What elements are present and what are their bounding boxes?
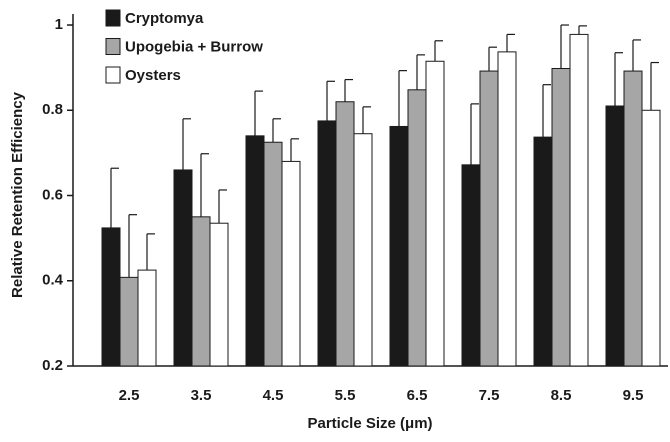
bar [353, 133, 373, 367]
legend-swatch [105, 9, 121, 27]
bar [191, 216, 211, 367]
y-tick-label: 0.2 [42, 357, 63, 374]
x-tick-label: 8.5 [551, 387, 572, 404]
legend-label: Upogebia + Burrow [125, 38, 263, 55]
bar [605, 105, 625, 367]
bar [389, 125, 409, 367]
x-tick-label: 4.5 [263, 387, 284, 404]
legend-swatch [105, 66, 121, 84]
x-axis-title: Particle Size (μm) [307, 415, 432, 432]
bar [173, 169, 193, 367]
bar [137, 269, 157, 367]
bar [425, 60, 445, 367]
x-tick-label: 5.5 [335, 387, 356, 404]
x-tick-label: 6.5 [407, 387, 428, 404]
y-tick-label: 0.4 [42, 272, 64, 289]
bar [335, 101, 355, 367]
y-axis-title: Relative Retention Efficiency [9, 91, 26, 298]
bar [317, 120, 337, 367]
y-tick-label: 0.8 [42, 101, 63, 118]
x-tick-label: 7.5 [479, 387, 500, 404]
bar [551, 67, 571, 367]
legend-label: Cryptomya [125, 10, 204, 27]
legend-swatch [105, 38, 121, 55]
bar [497, 51, 517, 367]
bar [641, 109, 661, 367]
bar [407, 89, 427, 367]
bar [533, 136, 553, 367]
y-tick-label: 0.6 [42, 186, 63, 203]
legend-label: Oysters [125, 67, 181, 84]
bar [119, 276, 139, 367]
bar [245, 135, 265, 367]
bar [209, 222, 229, 367]
bar [479, 70, 499, 367]
bar [281, 160, 301, 367]
bar [101, 227, 121, 367]
y-tick-label: 1 [55, 16, 63, 33]
x-tick-label: 9.5 [623, 387, 644, 404]
x-tick-label: 2.5 [119, 387, 140, 404]
bar [623, 70, 643, 367]
bar [569, 33, 589, 367]
bar [461, 164, 481, 367]
x-tick-label: 3.5 [191, 387, 212, 404]
bar [263, 141, 283, 367]
